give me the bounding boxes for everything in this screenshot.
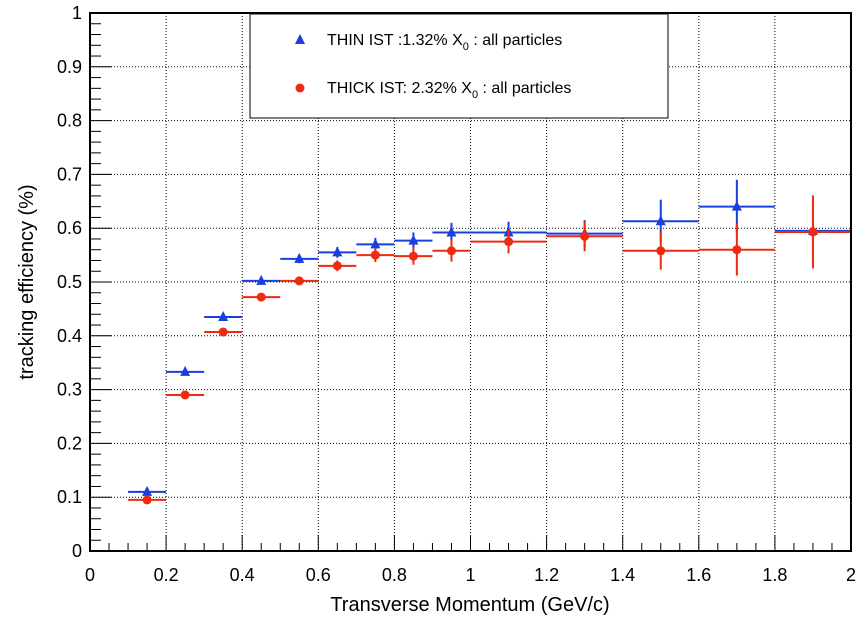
legend-entry-thin: THIN IST :1.32% X0 : all particles xyxy=(327,32,562,53)
legend-symbols xyxy=(295,34,305,93)
x-tick-label: 1 xyxy=(465,565,475,585)
data-point xyxy=(218,310,229,321)
legend-entry-thick-subscript: 0 xyxy=(472,89,478,101)
legend-box xyxy=(249,13,669,119)
data-point xyxy=(370,250,380,260)
x-tick-label: 0.2 xyxy=(154,565,179,585)
legend-symbol-triangle xyxy=(295,34,305,44)
legend-entry-thin-subscript: 0 xyxy=(463,41,469,53)
y-axis-title: tracking efficiency (%) xyxy=(16,184,38,379)
y-tick-label: 0.6 xyxy=(57,218,82,238)
data-point xyxy=(731,200,742,211)
data-point xyxy=(294,276,304,286)
y-tick-label: 0.3 xyxy=(57,380,82,400)
data-point xyxy=(256,292,266,302)
legend-entry-thick-text: THICK IST: 2.32% X xyxy=(327,80,472,97)
x-tick-label: 0.6 xyxy=(306,565,331,585)
data-point xyxy=(580,231,590,241)
data-point xyxy=(446,246,456,256)
series-thin-ist xyxy=(128,179,851,496)
data-point xyxy=(294,252,305,263)
series-thick-ist xyxy=(128,195,851,505)
data-point xyxy=(218,327,228,337)
data-point xyxy=(808,227,818,237)
grid-lines xyxy=(90,13,851,551)
x-tick-label: 1.6 xyxy=(686,565,711,585)
data-point xyxy=(446,226,457,237)
legend-entry-thick-tail: : all particles xyxy=(478,80,571,97)
legend-entry-thick: THICK IST: 2.32% X0 : all particles xyxy=(327,80,571,101)
y-tick-label: 0.5 xyxy=(57,272,82,292)
data-point xyxy=(180,390,190,400)
legend: THIN IST :1.32% X0 : all particles THICK… xyxy=(249,13,669,119)
data-point xyxy=(732,245,742,255)
y-tick-label: 0.2 xyxy=(57,433,82,453)
data-point xyxy=(142,495,152,505)
y-tick-label: 0.9 xyxy=(57,57,82,77)
data-point xyxy=(332,246,343,257)
x-tick-label: 1.8 xyxy=(762,565,787,585)
y-tick-label: 0 xyxy=(72,541,82,561)
x-tick-label: 1.4 xyxy=(610,565,635,585)
x-tick-label: 0 xyxy=(85,565,95,585)
legend-entry-thin-tail: : all particles xyxy=(469,32,562,49)
data-point xyxy=(504,237,514,247)
x-tick-label: 0.4 xyxy=(230,565,255,585)
data-point xyxy=(142,485,153,496)
data-series xyxy=(128,179,851,505)
data-point xyxy=(655,215,666,226)
x-tick-label: 1.2 xyxy=(534,565,559,585)
data-point xyxy=(332,261,342,271)
data-point xyxy=(180,365,191,376)
y-tick-label: 0.8 xyxy=(57,111,82,131)
y-tick-label: 0.7 xyxy=(57,164,82,184)
data-point xyxy=(408,234,419,245)
y-tick-label: 1 xyxy=(72,3,82,23)
legend-symbol-circle xyxy=(295,83,305,93)
data-point xyxy=(370,238,381,249)
data-point xyxy=(256,274,267,285)
legend-entry-thin-text: THIN IST :1.32% X xyxy=(327,32,463,49)
x-axis-title: Transverse Momentum (GeV/c) xyxy=(330,594,609,616)
y-tick-label: 0.4 xyxy=(57,326,82,346)
data-point xyxy=(656,246,666,256)
x-tick-label: 2 xyxy=(846,565,856,585)
y-tick-label: 0.1 xyxy=(57,487,82,507)
x-tick-label: 0.8 xyxy=(382,565,407,585)
axis-ticks: 0 0.2 0.4 0.6 0.8 1 1.2 1.4 1.6 1.8 2 0 0.1 0.2 0.3 0.4… xyxy=(57,3,856,585)
data-point xyxy=(408,251,418,261)
